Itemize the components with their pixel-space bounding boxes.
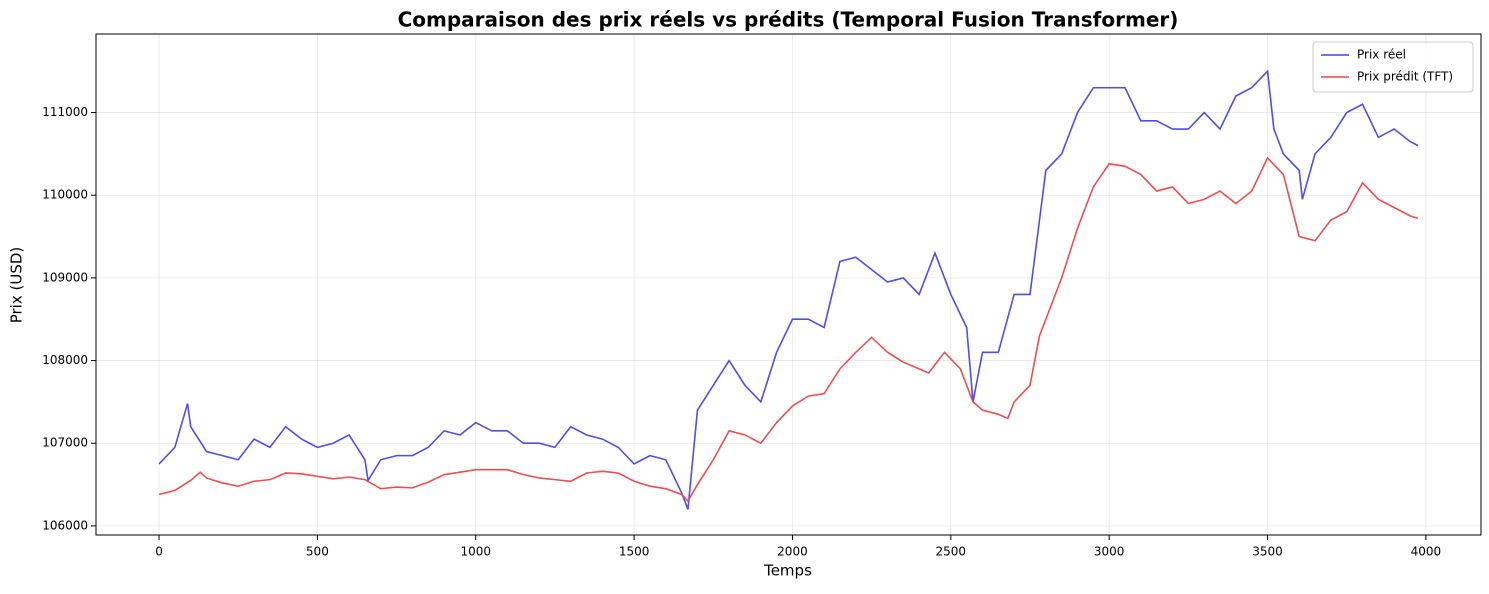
y-tick-label: 108000 (42, 353, 88, 367)
x-tick-label: 3500 (1252, 545, 1283, 559)
y-tick-label: 110000 (42, 188, 88, 202)
x-tick-label: 2500 (936, 545, 967, 559)
x-tick-label: 2000 (777, 545, 808, 559)
legend-label: Prix prédit (TFT) (1357, 70, 1453, 84)
plot-frame (95, 33, 1482, 536)
x-tick-label: 3000 (1094, 545, 1125, 559)
y-tick-label: 111000 (42, 105, 88, 119)
chart-title: Comparaison des prix réels vs prédits (T… (398, 8, 1179, 32)
legend-box (1312, 41, 1474, 93)
series-line (158, 69, 1419, 510)
y-tick-label: 106000 (42, 518, 88, 532)
y-tick-label: 109000 (42, 270, 88, 284)
y-tick-label: 107000 (42, 436, 88, 450)
y-axis-label: Prix (USD) (8, 247, 26, 324)
legend-label: Prix réel (1357, 48, 1406, 62)
x-tick-label: 500 (306, 545, 329, 559)
x-tick-label: 1000 (460, 545, 491, 559)
x-axis-label: Temps (763, 562, 812, 580)
x-tick-label: 0 (155, 545, 163, 559)
x-tick-label: 1500 (619, 545, 650, 559)
x-tick-label: 4000 (1411, 545, 1442, 559)
series-line (158, 156, 1419, 503)
